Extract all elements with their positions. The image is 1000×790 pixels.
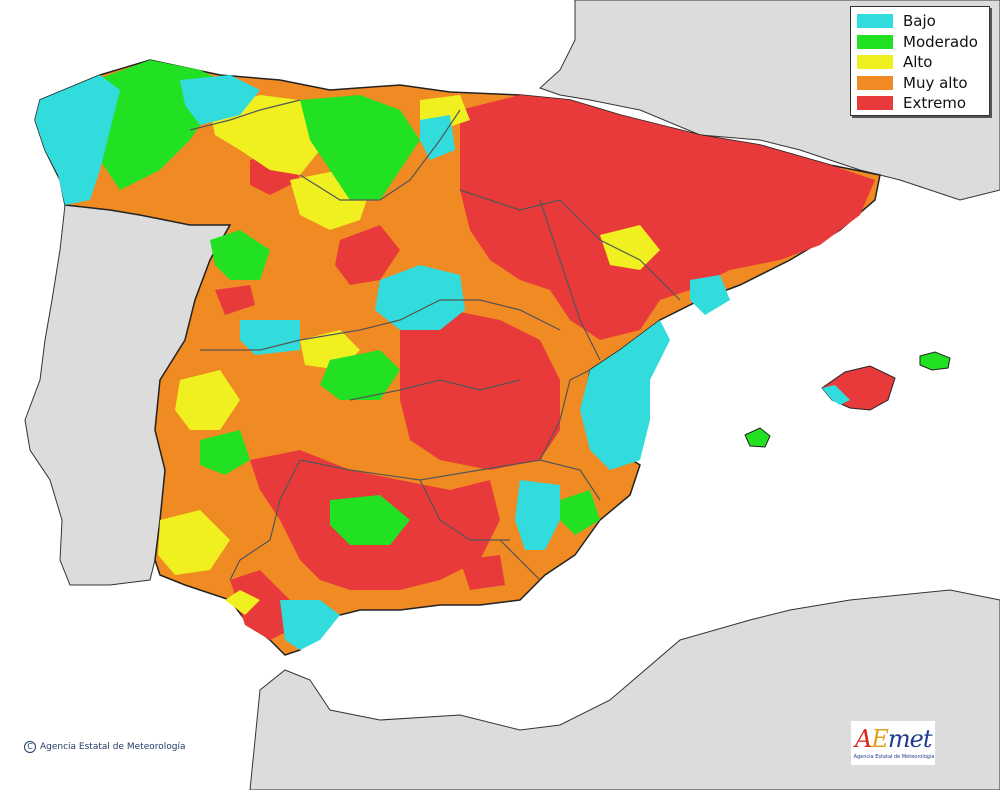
legend-item-moderado: Moderado [857, 32, 983, 53]
region-borders [189, 99, 681, 581]
aemet-logo: AEmet Agencia Estatal de Meteorología [850, 720, 936, 766]
logo-letter-e: E [871, 725, 889, 753]
legend-item-alto: Alto [857, 52, 983, 73]
copyright-text: Agencia Estatal de Meteorología [40, 742, 186, 752]
logo-letter-a: A [855, 725, 872, 753]
legend-label: Extremo [903, 94, 967, 113]
legend-label: Muy alto [903, 73, 968, 92]
legend-item-extremo: Extremo [857, 93, 983, 114]
legend-label: Bajo [903, 12, 936, 31]
legend-swatch [857, 14, 893, 29]
copyright-icon: C [24, 741, 36, 753]
logo-subtitle: Agencia Estatal de Meteorología [853, 754, 935, 760]
mallorca-coast [822, 385, 850, 405]
menorca [919, 351, 951, 371]
logo-letters-met: met [887, 725, 933, 753]
logo-wordmark: AEmet [855, 725, 933, 753]
legend-item-bajo: Bajo [857, 11, 983, 32]
legend-swatch [857, 96, 893, 111]
legend-swatch [857, 55, 893, 70]
moderado-zones [95, 60, 600, 545]
ibiza [744, 427, 771, 448]
legend-swatch [857, 34, 893, 49]
legend-label: Moderado [903, 32, 978, 51]
legend-swatch [857, 75, 893, 90]
bajo-zones [35, 75, 730, 650]
legend-label: Alto [903, 53, 933, 72]
legend-item-muy-alto: Muy alto [857, 73, 983, 94]
copyright-notice: C Agencia Estatal de Meteorología [24, 741, 186, 753]
legend: Bajo Moderado Alto Muy alto Extremo [850, 6, 990, 116]
africa-land [249, 589, 1000, 790]
